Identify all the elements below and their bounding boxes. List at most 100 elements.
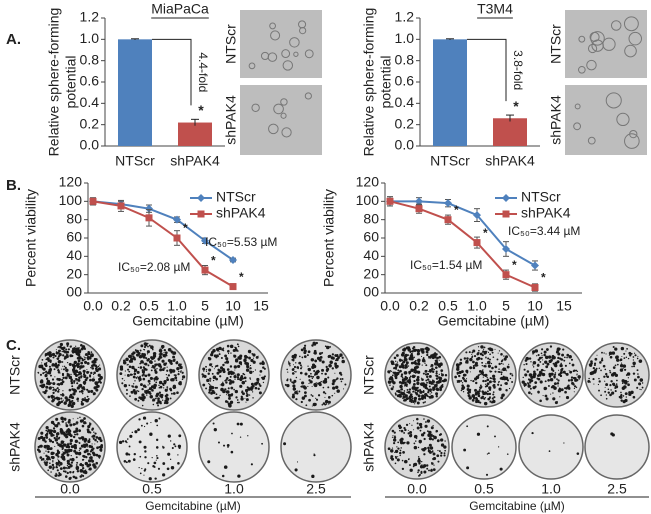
colony [598, 389, 600, 392]
colony [164, 394, 168, 398]
colony [554, 401, 558, 405]
colony [632, 372, 636, 375]
colony [539, 360, 542, 363]
colony [66, 459, 70, 463]
colony [59, 381, 64, 386]
colony [431, 367, 434, 370]
point [415, 197, 423, 206]
colony [89, 454, 92, 456]
colony [153, 461, 157, 465]
colony [302, 385, 306, 389]
colony [567, 386, 571, 390]
colony [500, 362, 503, 365]
colony [475, 375, 480, 380]
colony [202, 383, 206, 387]
colony [205, 369, 208, 371]
colony [57, 401, 62, 405]
colony [436, 372, 438, 374]
colony [394, 449, 399, 454]
x-tick-label: 5 [201, 298, 209, 314]
colony [144, 375, 146, 377]
colony [139, 349, 142, 352]
colony [68, 396, 71, 399]
colony [151, 456, 153, 459]
plate [451, 414, 517, 480]
colony [565, 372, 569, 376]
colony [437, 460, 440, 463]
y-tick-label: 0.0 [395, 137, 415, 153]
colony [307, 374, 311, 378]
colony [57, 391, 60, 393]
colony [550, 367, 553, 369]
colony [226, 344, 230, 348]
colony [438, 376, 443, 381]
colony [421, 460, 423, 463]
x-tick-label: 0.5 [139, 298, 159, 314]
colony [166, 366, 168, 368]
colony [320, 380, 322, 383]
colony [55, 435, 59, 438]
colony [80, 375, 83, 378]
colony [409, 464, 411, 466]
colony [51, 352, 56, 357]
colony [322, 391, 326, 394]
colony [85, 398, 89, 403]
colony [62, 376, 65, 380]
colony [341, 359, 345, 364]
colony [407, 432, 410, 435]
colony [118, 440, 123, 445]
colony [310, 358, 315, 362]
colony [566, 353, 570, 357]
colony [73, 445, 76, 449]
colony [253, 382, 258, 386]
colony [491, 401, 493, 404]
y-tick-label: 80 [363, 210, 379, 226]
colony [49, 439, 53, 443]
colony [423, 437, 426, 441]
colony [62, 457, 66, 461]
colony [51, 386, 53, 388]
colony [65, 351, 69, 354]
point [386, 197, 394, 205]
data-line [389, 200, 536, 289]
colony [467, 384, 469, 386]
colony [503, 355, 505, 357]
colony [404, 367, 407, 369]
colony [75, 372, 77, 374]
colony [300, 385, 303, 388]
colony [408, 397, 410, 400]
colony [203, 374, 207, 378]
colony [609, 369, 611, 372]
colony [544, 355, 549, 360]
colony [171, 446, 174, 450]
colony [203, 370, 205, 372]
y-tick-label: 0.8 [80, 51, 100, 67]
colony [249, 367, 251, 370]
colony [328, 400, 331, 404]
colony [395, 368, 397, 371]
colony [68, 362, 72, 366]
colony [628, 392, 632, 397]
colony [420, 433, 425, 437]
colony [401, 351, 405, 355]
colony [208, 385, 213, 390]
colony [129, 395, 131, 398]
colony [481, 353, 483, 356]
colony [483, 397, 486, 400]
x-tick-label: 10 [527, 298, 543, 314]
colony [478, 396, 480, 398]
colony [402, 376, 404, 379]
sphere [624, 133, 640, 149]
colony [523, 363, 525, 366]
colony [259, 369, 263, 373]
colony [411, 350, 414, 353]
colony [423, 418, 425, 420]
colony [138, 418, 141, 421]
colony [62, 368, 65, 371]
colony [410, 350, 412, 353]
colony [81, 345, 86, 349]
chart-title: MiaPaCa [151, 1, 209, 17]
colony [391, 436, 394, 438]
colony [147, 373, 151, 377]
colony [622, 395, 625, 397]
